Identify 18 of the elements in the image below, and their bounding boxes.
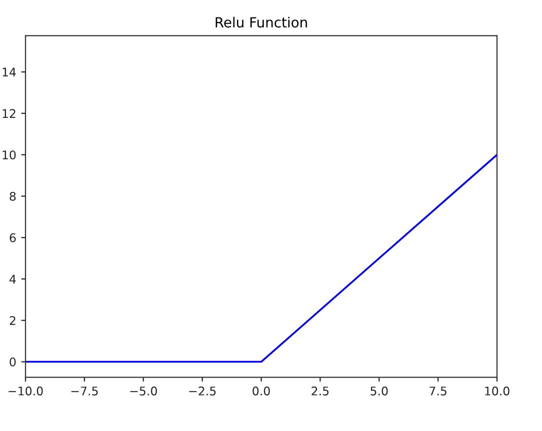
y-tick-label: 4 <box>10 274 16 284</box>
y-tick-label: 0 <box>10 357 16 366</box>
x-tick-label: −7.5 <box>71 386 98 396</box>
y-tick-label: 10 <box>2 150 16 160</box>
y-tick-label: 8 <box>10 192 16 201</box>
x-tick-label: 5.0 <box>370 386 388 396</box>
x-tick-label: −5.0 <box>130 386 157 396</box>
y-tick-label: 14 <box>2 68 16 76</box>
y-tick-label: 2 <box>10 316 16 325</box>
x-tick-label: 7.5 <box>430 386 446 396</box>
x-tick-label: 10.0 <box>485 386 510 396</box>
y-tick-label: 6 <box>10 233 16 242</box>
x-tick-label: −2.5 <box>189 386 216 396</box>
x-tick-label: −10.0 <box>8 386 43 396</box>
chart-title: Relu Function <box>216 16 307 28</box>
x-tick-label: 0.0 <box>252 386 270 396</box>
x-tick-label: 2.5 <box>312 386 329 396</box>
y-tick-label: 12 <box>2 109 16 118</box>
